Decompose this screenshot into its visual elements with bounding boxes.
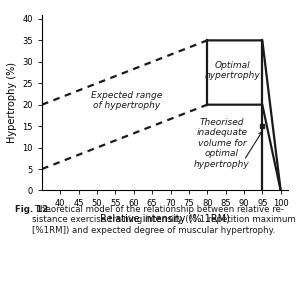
Y-axis label: Hypertrophy (%): Hypertrophy (%) (7, 62, 17, 143)
X-axis label: Relative intensity (% 1RM): Relative intensity (% 1RM) (100, 214, 230, 224)
Text: Expected range
of hypertrophy: Expected range of hypertrophy (91, 91, 162, 110)
Text: Fig. 12.: Fig. 12. (15, 205, 52, 214)
Text: Theoretical model of the relationship between relative re-
sistance exercise tra: Theoretical model of the relationship be… (32, 205, 295, 235)
Text: Theorised
inadequate
volume for
optimal
hypertrophy: Theorised inadequate volume for optimal … (194, 118, 250, 168)
Text: Optimal
hypertrophy: Optimal hypertrophy (205, 61, 261, 80)
